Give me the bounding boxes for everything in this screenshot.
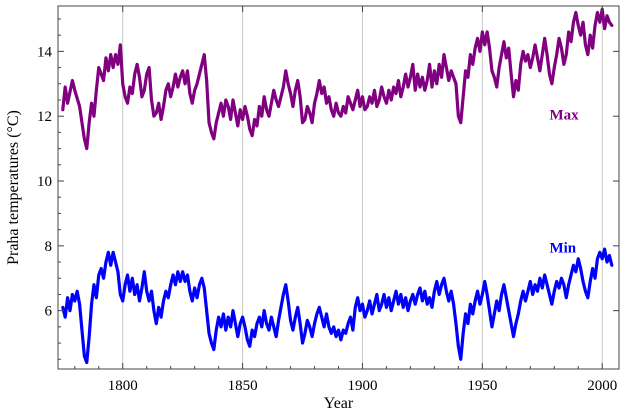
y-tick-label-8: 8 [45,239,53,255]
axis-ticks [58,6,619,369]
annotation-max: Max [549,107,579,123]
series-line-min [61,247,614,365]
series-annotations: Max Min [549,107,579,256]
series-line-max [61,7,614,151]
x-tick-label-1800: 1800 [108,378,138,394]
y-tick-label-14: 14 [37,44,53,60]
x-tick-label-1850: 1850 [228,378,258,394]
y-tick-label-6: 6 [45,304,53,320]
x-axis-label: Year [324,395,354,412]
plot-frame [57,5,620,370]
tick-labels: 1800 1850 1900 1950 2000 6 8 10 12 14 [37,44,617,394]
y-axis-label: Praha temperatures (°C) [5,110,22,265]
annotation-min: Min [549,240,576,256]
vertical-gridlines [122,6,603,369]
y-tick-label-10: 10 [37,174,52,190]
x-tick-label-2000: 2000 [587,378,617,394]
x-tick-label-1950: 1950 [467,378,497,394]
y-tick-label-12: 12 [37,109,52,125]
series-lines [61,7,614,365]
x-tick-label-1900: 1900 [347,378,377,394]
